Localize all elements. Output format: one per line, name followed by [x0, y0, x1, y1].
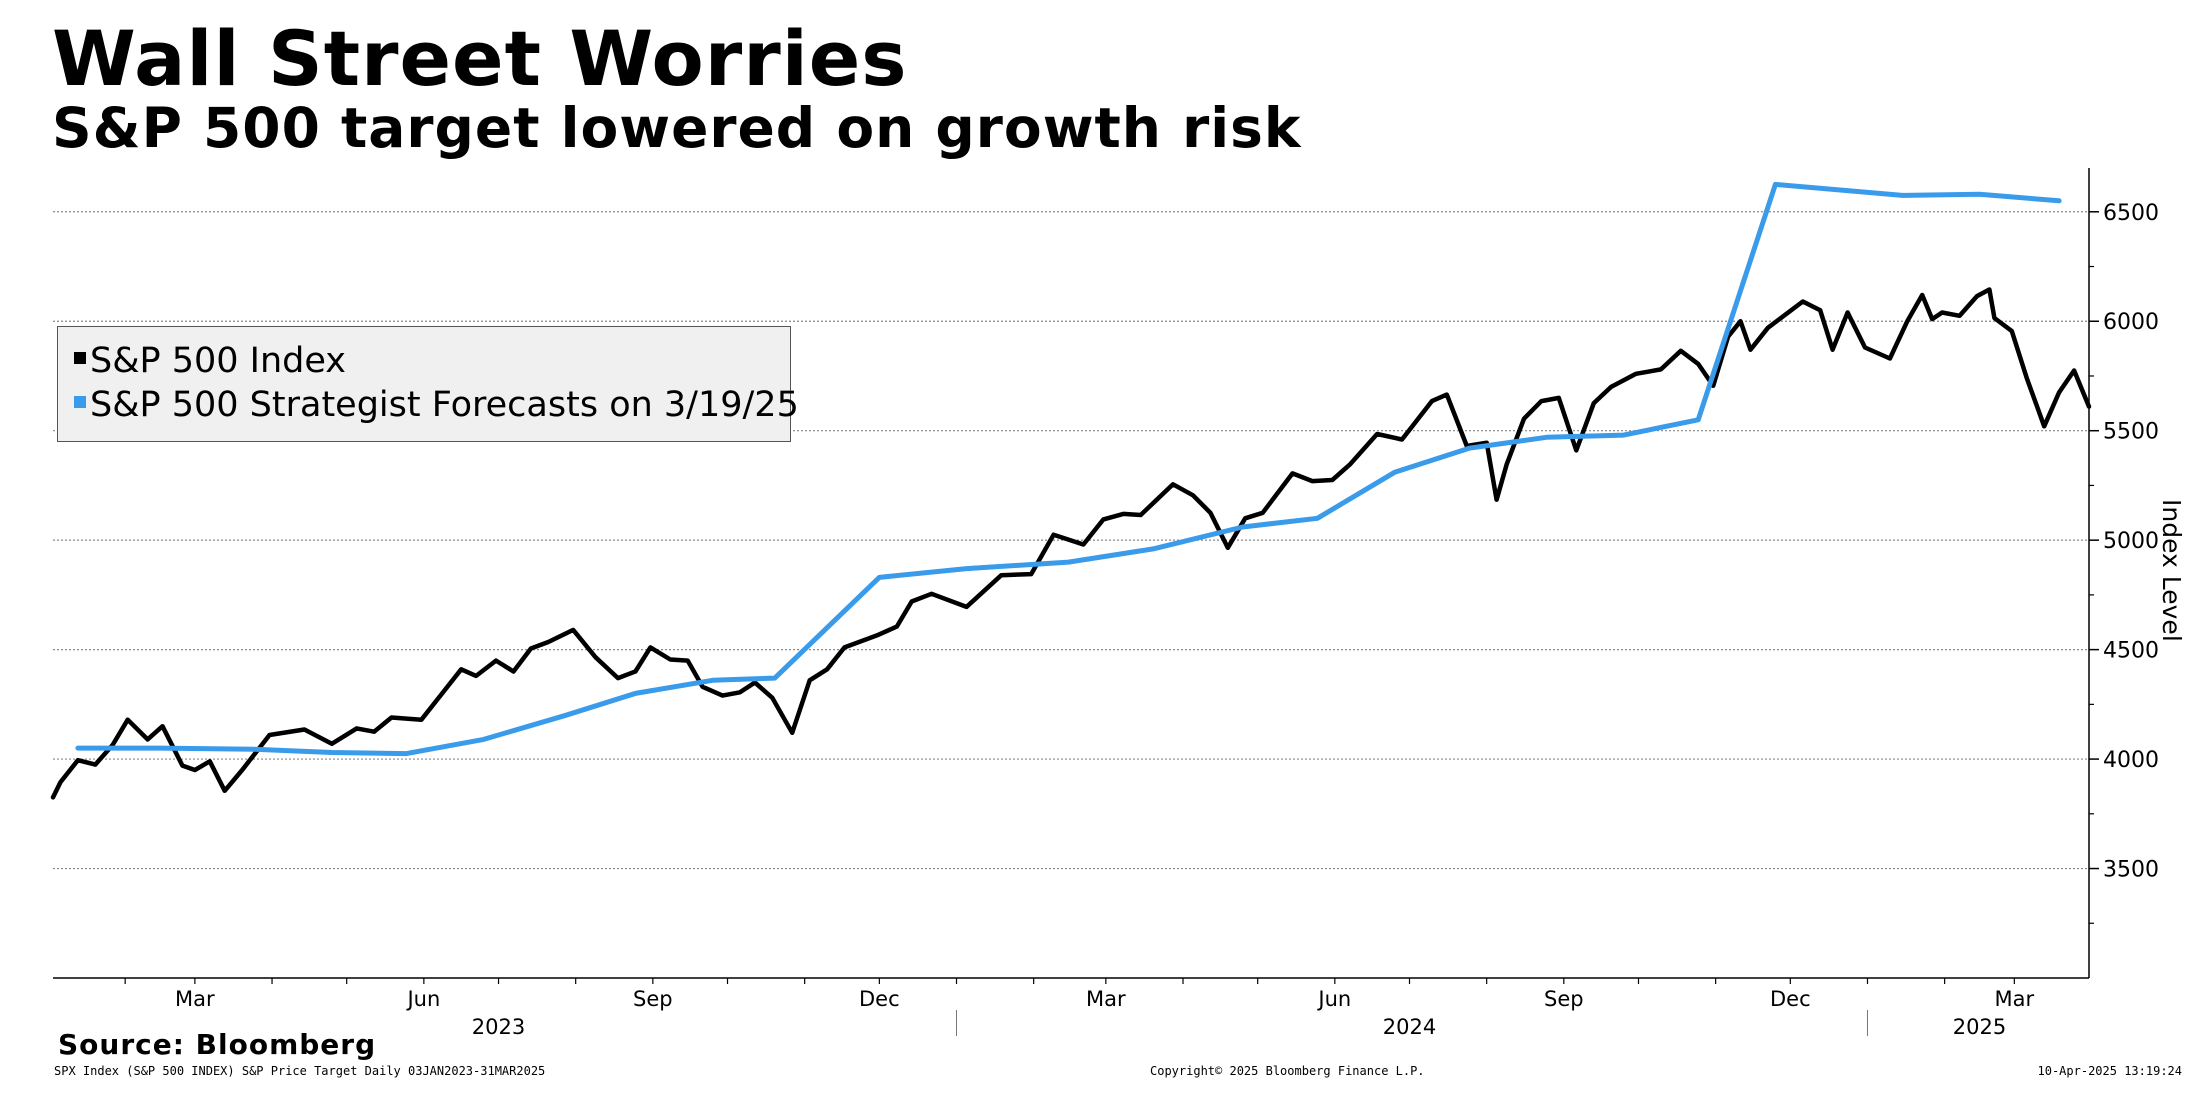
x-year-label-1: 2024	[1383, 1015, 1436, 1039]
y-tick-label-4000: 4000	[2103, 748, 2159, 773]
legend-item-index: S&P 500 Index	[74, 341, 346, 381]
legend-label-forecast: S&P 500 Strategist Forecasts on 3/19/25	[90, 385, 799, 425]
footer-copyright: Copyright© 2025 Bloomberg Finance L.P.	[1150, 1064, 1425, 1078]
x-tick-label-2: Sep	[633, 987, 673, 1011]
x-year-label-0: 2023	[472, 1015, 525, 1039]
legend-swatch-index	[74, 352, 86, 364]
x-tick-label-4: Mar	[1086, 987, 1126, 1011]
x-tick-label-8: Mar	[1995, 987, 2035, 1011]
y-tick-label-6000: 6000	[2103, 310, 2159, 335]
x-year-label-2: 2025	[1953, 1015, 2006, 1039]
legend-swatch-forecast	[74, 396, 86, 408]
y-tick-label-5000: 5000	[2103, 529, 2159, 554]
y-tick-label-4500: 4500	[2103, 639, 2159, 664]
y-tick-label-5500: 5500	[2103, 420, 2159, 445]
footer-timestamp: 10-Apr-2025 13:19:24	[2037, 1064, 2183, 1078]
x-tick-label-1: Jun	[405, 987, 440, 1011]
series-line-strategist-forecasts	[75, 181, 2062, 757]
chart-title: Wall Street Worries	[52, 14, 908, 103]
x-tick-label-6: Sep	[1544, 987, 1584, 1011]
source-note: Source: Bloomberg	[58, 1028, 377, 1061]
x-tick-label-0: Mar	[175, 987, 215, 1011]
x-tick-label-5: Jun	[1316, 987, 1351, 1011]
footer-series-note: SPX Index (S&P 500 INDEX) S&P Price Targ…	[54, 1064, 546, 1078]
x-tick-label-7: Dec	[1770, 987, 1811, 1011]
series-line-sp500-index	[50, 287, 2092, 800]
y-tick-label-3500: 3500	[2103, 858, 2159, 883]
chart-legend: S&P 500 Index S&P 500 Strategist Forecas…	[57, 326, 799, 442]
x-tick-label-3: Dec	[859, 987, 900, 1011]
y-axis-title: Index Level	[2157, 499, 2186, 642]
legend-item-forecast: S&P 500 Strategist Forecasts on 3/19/25	[74, 385, 799, 425]
chart-subtitle: S&P 500 target lowered on growth risk	[52, 96, 1302, 160]
legend-label-index: S&P 500 Index	[90, 341, 347, 381]
y-tick-label-6500: 6500	[2103, 201, 2159, 226]
